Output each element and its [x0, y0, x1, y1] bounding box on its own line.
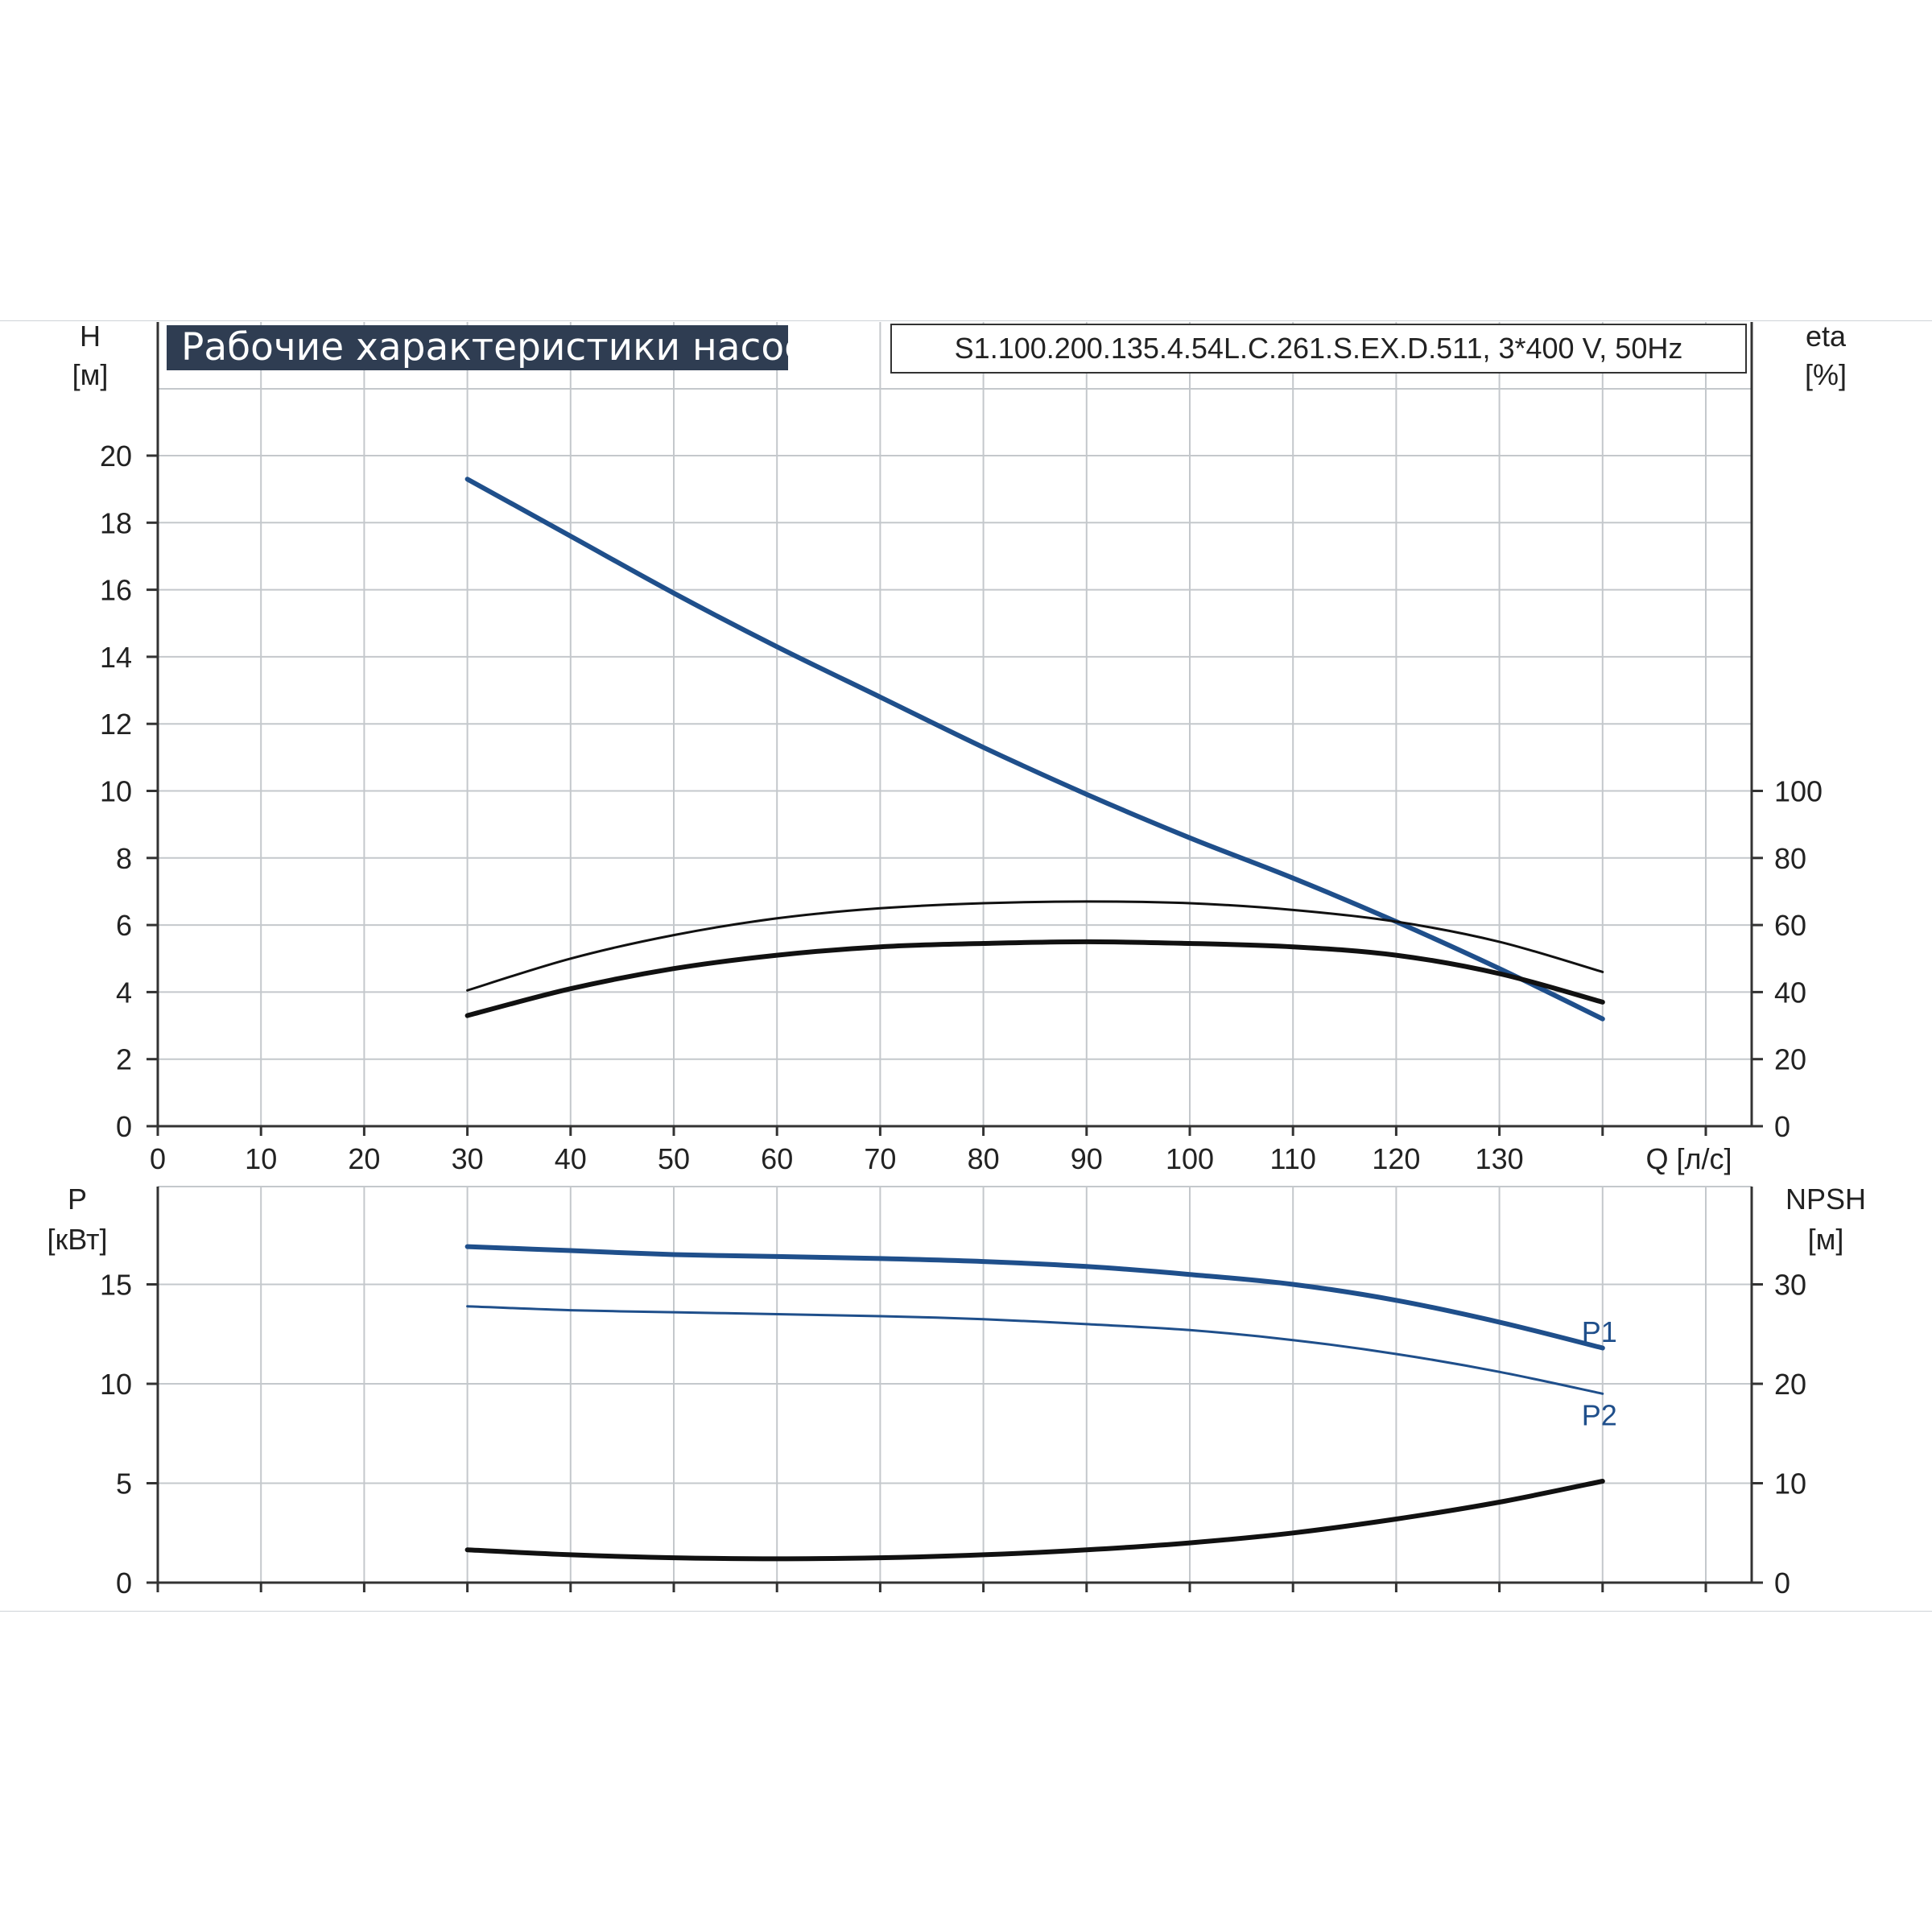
y-tick-label-left: 0	[116, 1110, 132, 1143]
x-tick-label: 130	[1476, 1142, 1524, 1175]
x-tick-label: 20	[348, 1142, 380, 1175]
y-tick-label-left: 4	[116, 976, 132, 1009]
y-axis-title-right: NPSH	[1785, 1183, 1866, 1216]
y-tick-label-left: 5	[116, 1468, 132, 1501]
x-tick-label: 40	[555, 1142, 587, 1175]
y-tick-label-left: 10	[100, 1368, 132, 1401]
series-label-p2: P2	[1582, 1399, 1617, 1432]
y-axis-title-left: P	[68, 1183, 87, 1216]
y-axis-unit-left: [м]	[72, 358, 109, 391]
y-axis-title-left: H	[80, 320, 101, 353]
y-tick-label-right: 10	[1774, 1468, 1806, 1501]
upper-chart: 0 2 4 6 8 10 12 14 16 18 20 0 20 40 60 80 100 0 10 20 30 40 50…	[72, 320, 1847, 1175]
x-tick-label: 110	[1269, 1142, 1315, 1175]
y-tick-label-right: 60	[1774, 909, 1806, 942]
y-tick-label-right: 80	[1774, 842, 1806, 875]
y-tick-label-right: 20	[1774, 1043, 1806, 1076]
series-line-0-2	[464, 939, 1605, 1018]
y-tick-label-left: 6	[116, 909, 132, 942]
y-tick-label-right: 40	[1774, 976, 1806, 1009]
y-axis-unit-right: [%]	[1805, 358, 1847, 391]
x-tick-label: 70	[864, 1142, 896, 1175]
x-axis-label: Q [л/с]	[1645, 1142, 1732, 1175]
y-tick-label-right: 30	[1774, 1269, 1806, 1302]
series-line-1-2	[464, 1479, 1605, 1562]
y-tick-label-right: 0	[1774, 1567, 1790, 1600]
y-tick-label-left: 20	[100, 440, 132, 473]
y-tick-label-right: 0	[1774, 1110, 1790, 1143]
x-tick-label: 30	[452, 1142, 484, 1175]
x-tick-label: 100	[1166, 1142, 1214, 1175]
y-tick-label-left: 12	[100, 708, 132, 741]
top-frame-line	[0, 320, 1932, 321]
y-axis-unit-left: [кВт]	[47, 1223, 107, 1256]
series-line-p1	[464, 1244, 1605, 1351]
y-tick-label-left: 0	[116, 1567, 132, 1600]
bottom-frame-line	[0, 1611, 1932, 1612]
lower-chart: 0 5 10 15 0 10 20 30 P [кВт] NPSH [м] P1 P2	[47, 1183, 1866, 1600]
y-tick-label-left: 8	[116, 842, 132, 875]
series-label-p1: P1	[1582, 1315, 1617, 1348]
series-line-0-1	[466, 900, 1604, 992]
x-tick-label: 60	[761, 1142, 793, 1175]
x-tick-label: 10	[245, 1142, 277, 1175]
series-line-p2	[466, 1305, 1604, 1395]
x-tick-label: 50	[658, 1142, 690, 1175]
y-tick-label-left: 2	[116, 1043, 132, 1076]
y-tick-label-left: 18	[100, 506, 132, 539]
x-tick-label: 90	[1071, 1142, 1103, 1175]
series-line-0-0	[464, 477, 1605, 1022]
y-tick-label-left: 14	[100, 641, 132, 674]
y-axis-title-right: eta	[1806, 320, 1847, 353]
pump-model-label: S1.100.200.135.4.54L.C.261.S.EX.D.511, 3…	[890, 324, 1747, 374]
y-tick-label-left: 10	[100, 775, 132, 808]
x-tick-label: 120	[1372, 1142, 1420, 1175]
x-tick-label: 0	[150, 1142, 166, 1175]
y-tick-label-left: 16	[100, 574, 132, 607]
y-tick-label-left: 15	[100, 1269, 132, 1302]
x-tick-label: 80	[968, 1142, 1000, 1175]
y-axis-unit-right: [м]	[1808, 1223, 1844, 1256]
chart-title: Рабочие характеристики насоса	[167, 325, 828, 370]
y-tick-label-right: 20	[1774, 1368, 1806, 1401]
y-tick-label-right: 100	[1774, 775, 1823, 808]
